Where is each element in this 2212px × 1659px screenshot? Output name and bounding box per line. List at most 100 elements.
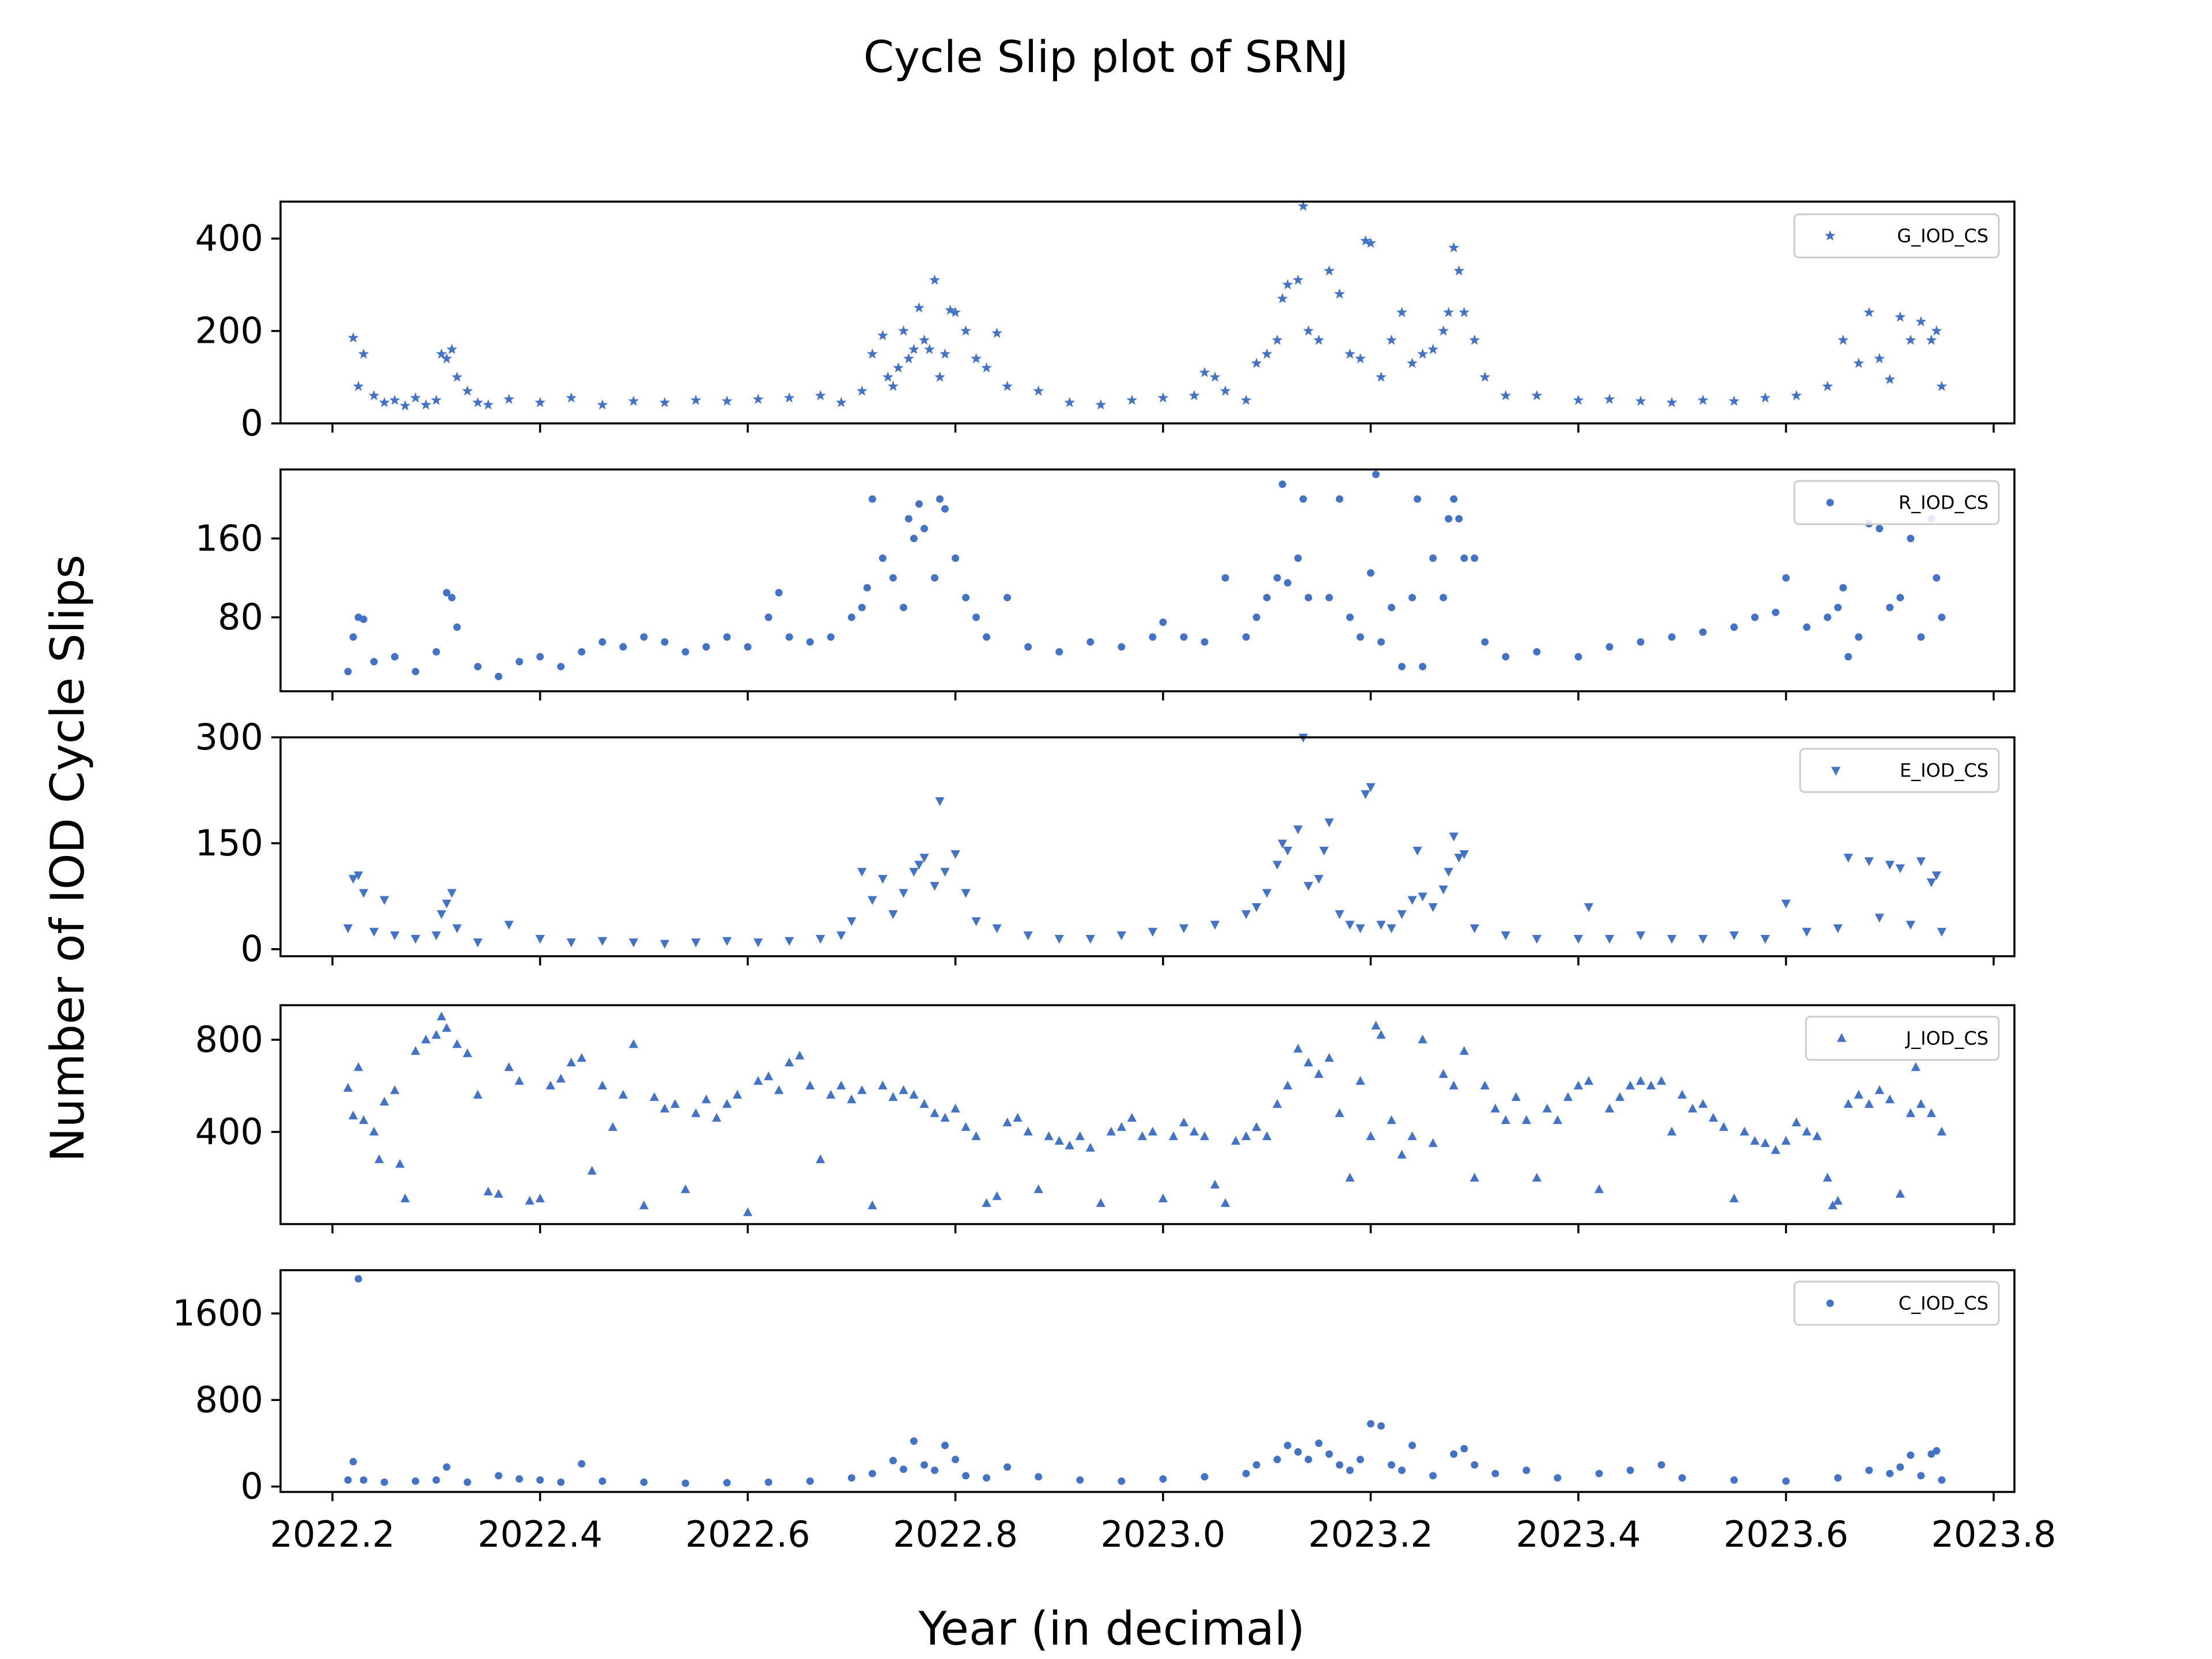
data-point — [1002, 1118, 1012, 1127]
data-point — [1242, 633, 1250, 641]
data-point — [681, 1479, 690, 1487]
data-point — [835, 397, 847, 407]
data-point — [1438, 885, 1448, 895]
data-point — [1159, 1475, 1167, 1483]
data-point — [1282, 279, 1293, 290]
data-point — [1297, 200, 1309, 211]
x-tick-label: 2022.8 — [893, 1513, 1018, 1555]
data-point — [504, 921, 514, 930]
data-point — [1605, 643, 1613, 651]
data-point — [628, 1039, 638, 1048]
data-point — [1863, 306, 1875, 317]
data-point — [597, 937, 607, 946]
data-point — [940, 348, 950, 359]
data-point — [1511, 1092, 1521, 1101]
data-point — [921, 525, 928, 533]
data-point — [1751, 613, 1759, 622]
data-point — [1200, 1473, 1209, 1481]
data-point — [690, 395, 702, 405]
data-point — [1637, 638, 1645, 646]
data-point — [930, 1108, 940, 1118]
data-point — [1278, 839, 1287, 849]
data-point — [1440, 593, 1448, 601]
data-point — [1147, 1127, 1158, 1136]
data-point — [1157, 392, 1169, 403]
data-point — [1283, 1081, 1293, 1090]
data-point — [1261, 348, 1272, 359]
data-point — [1911, 1062, 1921, 1071]
data-point — [1699, 628, 1707, 636]
data-point — [910, 535, 918, 543]
data-point — [1324, 1053, 1334, 1062]
data-point — [1335, 1461, 1343, 1469]
data-point — [744, 643, 752, 651]
data-point — [1159, 618, 1167, 626]
data-point — [691, 938, 701, 948]
y-axis-label: Number of IOD Cycle Slips — [41, 555, 94, 1162]
data-point — [1294, 554, 1302, 562]
points-E_IOD_CS — [343, 733, 1946, 949]
data-point — [1469, 334, 1480, 345]
data-point — [1595, 1469, 1603, 1478]
data-point — [1221, 1198, 1230, 1207]
data-point — [1844, 653, 1853, 661]
data-point — [1002, 380, 1013, 391]
data-point — [535, 935, 545, 944]
data-point — [899, 889, 908, 898]
data-point — [504, 1062, 514, 1071]
data-point — [929, 274, 940, 285]
data-point — [411, 668, 419, 676]
data-point — [1035, 1473, 1043, 1481]
data-point — [950, 850, 960, 859]
data-point — [1360, 235, 1371, 246]
data-point — [1874, 914, 1884, 923]
data-point — [836, 931, 846, 941]
data-point — [816, 935, 825, 944]
legend-marker — [1826, 1300, 1834, 1307]
data-point — [1418, 892, 1427, 902]
data-point — [1533, 648, 1541, 656]
data-point — [1262, 889, 1272, 898]
data-point — [1273, 1456, 1281, 1464]
data-point — [847, 1094, 857, 1104]
data-point — [358, 348, 369, 359]
data-point — [566, 1058, 576, 1067]
x-tick-label: 2023.2 — [1308, 1513, 1433, 1555]
data-point — [618, 1090, 628, 1099]
data-point — [1584, 1076, 1594, 1085]
data-point — [1429, 1472, 1437, 1480]
data-point — [1096, 1198, 1105, 1207]
data-point — [557, 1478, 565, 1486]
data-point — [1938, 1476, 1946, 1484]
data-point — [950, 306, 961, 317]
data-point — [1376, 1030, 1386, 1039]
data-point — [436, 348, 447, 359]
data-point — [566, 938, 576, 948]
data-point — [1802, 927, 1812, 937]
data-point — [711, 1113, 722, 1122]
data-point — [1895, 864, 1905, 873]
data-point — [1449, 832, 1459, 842]
data-point — [785, 633, 793, 641]
data-point — [1219, 385, 1231, 396]
data-point — [856, 385, 868, 396]
data-point — [431, 1030, 441, 1039]
data-point — [1221, 574, 1229, 582]
data-point — [442, 899, 452, 909]
data-point — [983, 633, 991, 641]
data-point — [1283, 579, 1291, 587]
data-point — [587, 1166, 597, 1175]
data-point — [1386, 334, 1397, 345]
x-tick-label: 2023.8 — [1931, 1513, 2056, 1555]
data-point — [1459, 850, 1469, 859]
data-point — [597, 399, 608, 410]
data-point — [691, 1108, 701, 1118]
data-point — [1730, 1476, 1738, 1484]
data-point — [1926, 334, 1937, 345]
data-point — [721, 395, 733, 406]
data-point — [1864, 1099, 1874, 1108]
data-point — [952, 1456, 960, 1464]
data-point — [915, 500, 923, 508]
data-point — [1065, 1141, 1074, 1150]
data-point — [899, 1085, 908, 1094]
